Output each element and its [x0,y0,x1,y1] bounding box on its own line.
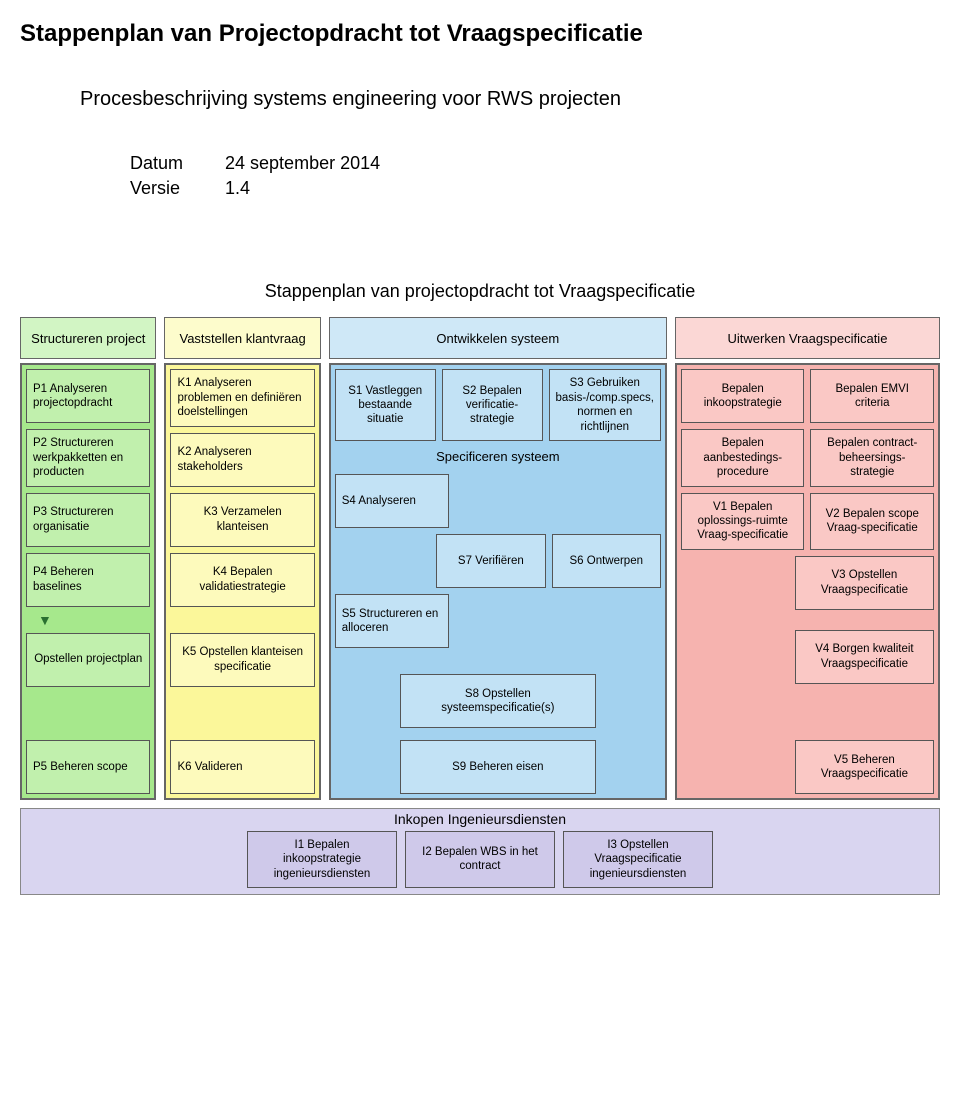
box-s3: S3 Gebruiken basis-/comp.specs, normen e… [549,369,661,441]
box-s6: S6 Ontwerpen [552,534,661,588]
box-s8: S8 Opstellen systeemspecificatie(s) [400,674,596,728]
box-s4: S4 Analyseren [335,474,449,528]
box-i1: I1 Bepalen inkoopstrategie ingenieursdie… [247,831,397,888]
lane-body-s: S1 Vastleggen bestaande situatie S2 Bepa… [329,363,667,800]
lane-structureren-project: Structureren project P1 Analyseren proje… [20,317,156,800]
lane-uitwerken-vraagspecificatie: Uitwerken Vraagspecificatie Bepalen inko… [675,317,940,800]
lane-body-k: K1 Analyseren problemen en definiëren do… [164,363,320,800]
box-s1: S1 Vastleggen bestaande situatie [335,369,436,441]
lanes-container: Structureren project P1 Analyseren proje… [20,317,940,800]
date-label: Datum [130,151,220,176]
lane-header-p: Structureren project [20,317,156,359]
box-i2: I2 Bepalen WBS in het contract [405,831,555,888]
diagram-title: Stappenplan van projectopdracht tot Vraa… [20,281,940,302]
bottom-title: Inkopen Ingenieursdiensten [25,809,935,831]
lane-body-p: P1 Analyseren projectopdracht P2 Structu… [20,363,156,800]
lane-body-v: Bepalen inkoopstrategie Bepalen EMVI cri… [675,363,940,800]
lane-header-s: Ontwikkelen systeem [329,317,667,359]
box-p4: P4 Beheren baselines [26,553,150,607]
box-v1: V1 Bepalen oplossings-ruimte Vraag-speci… [681,493,805,550]
box-v4: V4 Borgen kwaliteit Vraagspecificatie [795,630,934,684]
box-p1: P1 Analyseren projectopdracht [26,369,150,423]
date-value: 24 september 2014 [225,153,380,173]
box-k4: K4 Bepalen validatiestrategie [170,553,314,607]
version-value: 1.4 [225,178,250,198]
box-v3: V3 Opstellen Vraagspecificatie [795,556,934,610]
meta-block: Datum 24 september 2014 Versie 1.4 [20,151,940,201]
box-k5: K5 Opstellen klanteisen specificatie [170,633,314,687]
lane-header-v: Uitwerken Vraagspecificatie [675,317,940,359]
box-p3: P3 Structureren organisatie [26,493,150,547]
box-bepalen-emvi: Bepalen EMVI criteria [810,369,934,423]
subtitle: Procesbeschrijving systems engineering v… [20,88,940,111]
box-i3: I3 Opstellen Vraagspecificatie ingenieur… [563,831,713,888]
box-s5: S5 Structureren en alloceren [335,594,449,648]
box-p5: P5 Beheren scope [26,740,150,794]
box-p2: P2 Structureren werkpakketten en product… [26,429,150,486]
lane-header-k: Vaststellen klantvraag [164,317,320,359]
subhead-specificeren: Specificeren systeem [335,447,661,468]
box-s2: S2 Bepalen verificatie-strategie [442,369,543,441]
box-opstellen-projectplan: Opstellen projectplan [26,633,150,687]
box-k6: K6 Valideren [170,740,314,794]
box-bepalen-contractbeheer: Bepalen contract-beheersings-strategie [810,429,934,486]
lane-ontwikkelen-systeem: Ontwikkelen systeem S1 Vastleggen bestaa… [329,317,667,800]
page-title: Stappenplan van Projectopdracht tot Vraa… [20,20,940,48]
box-k1: K1 Analyseren problemen en definiëren do… [170,369,314,426]
box-v5: V5 Beheren Vraagspecificatie [795,740,934,794]
box-v2: V2 Bepalen scope Vraag-specificatie [810,493,934,550]
arrow-down-icon: ▼ [38,613,52,627]
box-k2: K2 Analyseren stakeholders [170,433,314,487]
section-inkopen-ingenieursdiensten: Inkopen Ingenieursdiensten I1 Bepalen in… [20,808,940,895]
box-s9: S9 Beheren eisen [400,740,596,794]
box-k3: K3 Verzamelen klanteisen [170,493,314,547]
version-label: Versie [130,176,220,201]
box-s7: S7 Verifiëren [436,534,545,588]
box-bepalen-aanbesteding: Bepalen aanbestedings-procedure [681,429,805,486]
box-bepalen-inkoop: Bepalen inkoopstrategie [681,369,805,423]
lane-vaststellen-klantvraag: Vaststellen klantvraag K1 Analyseren pro… [164,317,320,800]
